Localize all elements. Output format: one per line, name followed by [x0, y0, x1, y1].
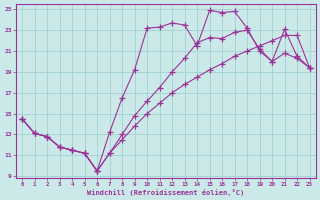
X-axis label: Windchill (Refroidissement éolien,°C): Windchill (Refroidissement éolien,°C): [87, 189, 244, 196]
